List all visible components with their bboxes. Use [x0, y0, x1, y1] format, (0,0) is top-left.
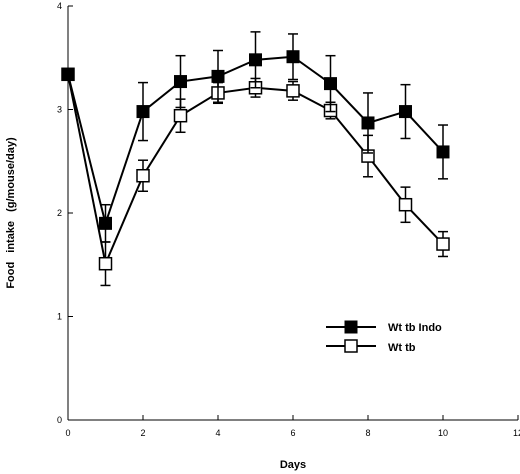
- data-series: [61, 31, 450, 287]
- data-point-wt-tb-indo: [399, 105, 412, 119]
- y-tick-label: 1: [57, 312, 62, 322]
- y-tick-label: 3: [57, 105, 62, 115]
- data-point-wt-tb-indo: [99, 216, 112, 230]
- data-point-wt-tb-indo: [174, 75, 187, 89]
- y-tick-label: 0: [57, 415, 62, 425]
- data-point-wt-tb: [286, 84, 300, 98]
- x-axis-title: Days: [280, 459, 306, 471]
- data-point-wt-tb: [173, 108, 188, 123]
- y-tick-label: 2: [57, 208, 62, 218]
- data-point-wt-tb: [98, 256, 113, 271]
- data-point-wt-tb-indo: [361, 116, 375, 130]
- data-point-wt-tb-indo: [436, 145, 450, 159]
- legend-marker-wt-tb: [344, 339, 358, 353]
- y-axis-title: Food intake (g/mouse/day): [5, 137, 17, 289]
- x-tick-label: 10: [438, 428, 448, 438]
- x-tick-label: 2: [140, 428, 145, 438]
- axis-ticks: 02468101201234: [57, 1, 520, 438]
- data-point-wt-tb-indo: [249, 53, 262, 67]
- legend-label-wt-tb: Wt tb: [388, 342, 416, 354]
- data-point-wt-tb-indo: [211, 69, 225, 83]
- data-point-wt-tb-indo: [136, 105, 150, 119]
- data-point-wt-tb-indo: [286, 50, 300, 64]
- y-tick-label: 4: [57, 1, 62, 11]
- x-tick-label: 6: [290, 428, 295, 438]
- data-point-wt-tb-indo: [324, 77, 337, 91]
- legend: Wt tb Indo Wt tb: [326, 320, 442, 354]
- x-tick-label: 4: [215, 428, 220, 438]
- data-point-wt-tb-indo: [61, 67, 75, 81]
- data-point-wt-tb: [398, 197, 413, 212]
- x-tick-label: 12: [513, 428, 520, 438]
- legend-label-wt-tb-indo: Wt tb Indo: [388, 322, 442, 334]
- legend-marker-wt-tb-indo: [344, 320, 358, 334]
- x-tick-label: 0: [65, 428, 70, 438]
- data-point-wt-tb: [436, 237, 450, 251]
- data-point-wt-tb: [136, 168, 150, 183]
- x-tick-label: 8: [365, 428, 370, 438]
